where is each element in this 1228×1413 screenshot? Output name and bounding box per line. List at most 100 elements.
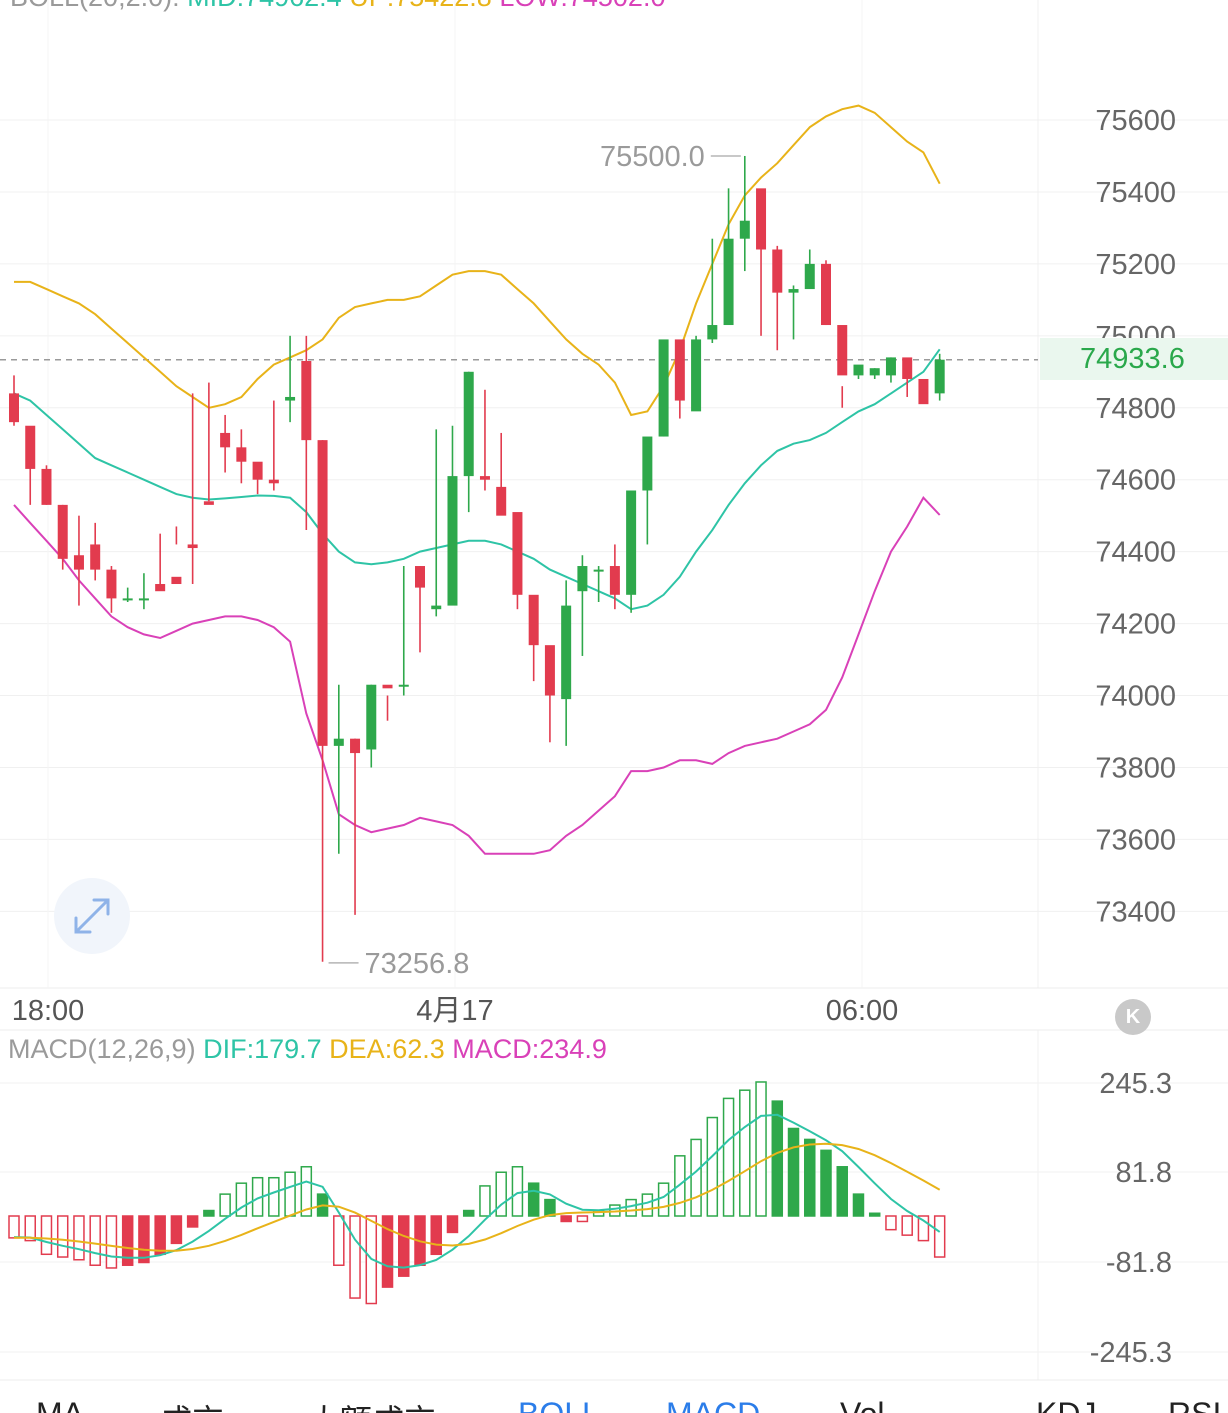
boll-legend-name: BOLL(20,2.0): xyxy=(10,0,180,12)
tab-macd[interactable]: MACD xyxy=(666,1396,760,1413)
price-tick-label: 73400 xyxy=(1095,896,1176,928)
candle-body xyxy=(853,364,864,376)
candle-body xyxy=(398,684,409,687)
macd-legend-macd: MACD:234.9 xyxy=(452,1034,607,1064)
macd-bar xyxy=(739,1089,751,1217)
macd-bar xyxy=(170,1215,183,1245)
tab-boll[interactable]: BOLL xyxy=(518,1396,600,1413)
tab-large-trades[interactable]: 大额成交 xyxy=(308,1396,436,1413)
macd-bar xyxy=(560,1215,572,1223)
macd-bar xyxy=(820,1149,832,1217)
macd-bar xyxy=(300,1166,313,1217)
macd-bar xyxy=(268,1176,280,1217)
macd-bar xyxy=(349,1215,361,1299)
axis-labels: 7560075400752007500074800746007440074200… xyxy=(12,105,1176,1369)
candle-body xyxy=(577,566,588,592)
candle-body xyxy=(138,598,149,601)
candle-body xyxy=(934,359,945,394)
macd-bar xyxy=(56,1215,69,1258)
candles xyxy=(9,155,945,962)
price-tick-label: 75200 xyxy=(1095,249,1176,281)
tab-trades[interactable]: 成交 xyxy=(160,1396,224,1413)
macd-legend: MACD(12,26,9) DIF:179.7 DEA:62.3 MACD:23… xyxy=(8,1034,607,1065)
candle-body xyxy=(626,490,637,595)
candle-body xyxy=(236,447,247,462)
macd-dea-line xyxy=(14,1142,941,1252)
candle-body xyxy=(739,220,750,239)
candle-body xyxy=(707,325,718,340)
candle-body xyxy=(674,339,685,401)
macd-bar xyxy=(544,1198,556,1217)
macd-tick-label: 245.3 xyxy=(1099,1068,1172,1100)
candle-body xyxy=(285,396,296,401)
macd-bar xyxy=(40,1215,53,1256)
price-tick-label: 74400 xyxy=(1095,537,1176,569)
macd-bar xyxy=(219,1193,231,1217)
candle-body xyxy=(9,393,19,423)
indicator-tabbar: MA 成交 大额成交 BOLL MACD Vol KDJ RSI xyxy=(0,1394,1228,1413)
price-tick-label: 74600 xyxy=(1095,465,1176,497)
candle-body xyxy=(723,238,734,326)
low-price-label: 73256.8 xyxy=(365,948,470,980)
macd-legend-dif: DIF:179.7 xyxy=(203,1034,322,1064)
tab-ma[interactable]: MA xyxy=(36,1396,84,1413)
macd-bar xyxy=(933,1215,946,1258)
boll-legend-low: LOW:74502.0 xyxy=(499,0,665,12)
candle-body xyxy=(885,357,896,376)
k-button[interactable]: K xyxy=(1115,999,1151,1035)
macd-bar xyxy=(8,1215,20,1239)
macd-bar xyxy=(901,1215,913,1236)
macd-bar xyxy=(917,1215,930,1242)
candle-body xyxy=(122,598,133,601)
candle-body xyxy=(25,425,36,469)
macd-bar xyxy=(641,1193,654,1217)
expand-button[interactable] xyxy=(54,878,130,954)
macd-bar xyxy=(836,1166,848,1217)
candle-body xyxy=(512,512,523,595)
boll-mid-line xyxy=(13,348,941,611)
macd-legend-name: MACD(12,26,9) xyxy=(8,1034,196,1064)
candle-body xyxy=(756,188,767,250)
macd-bar xyxy=(852,1193,865,1217)
macd-bar xyxy=(511,1166,524,1217)
candle-body xyxy=(415,566,425,588)
candle-body xyxy=(73,555,84,570)
current-price-tag: 74933.6 xyxy=(1040,338,1228,380)
boll-bands xyxy=(13,104,941,855)
price-tick-label: 74200 xyxy=(1095,609,1176,641)
macd-bar xyxy=(154,1215,166,1256)
macd-legend-dea: DEA:62.3 xyxy=(329,1034,445,1064)
macd-bar xyxy=(446,1215,459,1234)
macd-bar xyxy=(121,1215,134,1266)
macd-bar xyxy=(657,1182,670,1217)
candle-body xyxy=(203,501,214,505)
macd-bar xyxy=(804,1138,816,1217)
candle-body xyxy=(593,569,604,572)
boll-legend: BOLL(20,2.0): MID:74962.4 UP:75422.8 LOW… xyxy=(10,0,665,13)
macd-bar xyxy=(495,1171,507,1217)
candle-body xyxy=(106,569,117,599)
boll-legend-mid: MID:74962.4 xyxy=(187,0,342,12)
tab-rsi[interactable]: RSI xyxy=(1168,1396,1221,1413)
macd-bar xyxy=(690,1138,702,1217)
macd-bar xyxy=(787,1127,800,1217)
tab-vol[interactable]: Vol xyxy=(840,1396,884,1413)
macd-bar xyxy=(576,1215,589,1223)
boll-upper-line xyxy=(14,104,941,417)
boll-legend-up: UP:75422.8 xyxy=(349,0,492,12)
price-tick-label: 73800 xyxy=(1095,752,1176,784)
macd-tick-label: -245.3 xyxy=(1090,1337,1172,1369)
candle-body xyxy=(609,566,620,595)
macd-bar xyxy=(885,1215,897,1231)
candle-body xyxy=(658,339,669,437)
candle-body xyxy=(317,440,328,746)
candle-body xyxy=(382,684,393,689)
candle-body xyxy=(561,605,572,700)
tab-kdj[interactable]: KDJ xyxy=(1036,1396,1096,1413)
macd-bar xyxy=(203,1209,215,1217)
macd-bar xyxy=(89,1215,101,1266)
macd-bar xyxy=(398,1215,410,1277)
candle-body xyxy=(447,476,458,606)
time-tick-label: 4月17 xyxy=(416,995,493,1027)
